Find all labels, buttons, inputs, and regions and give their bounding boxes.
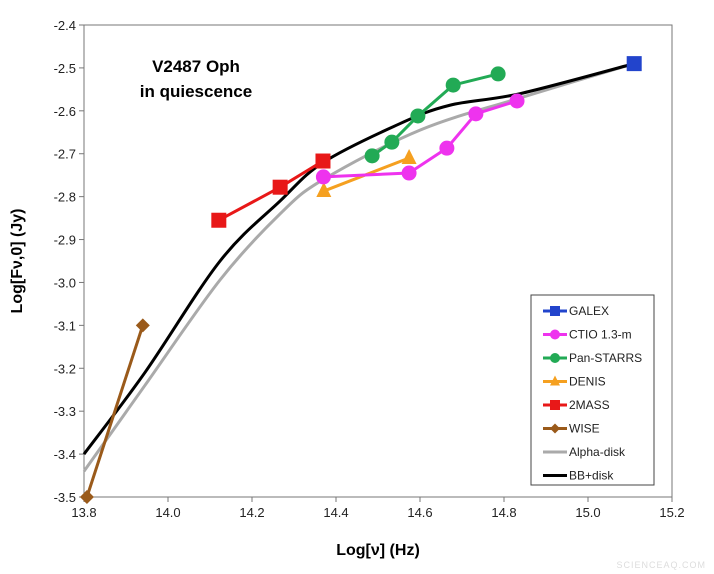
data-point [211,212,227,228]
data-point [384,134,400,150]
data-point [316,182,332,198]
legend-label: 2MASS [569,398,610,412]
legend-label: BB+disk [569,469,614,483]
x-tick-label: 15.0 [575,505,600,520]
y-axis-label: Log[Fν,0] (Jy) [9,209,26,314]
data-point [550,423,560,434]
y-tick-label: -3.3 [54,404,76,419]
watermark: SCIENCEAQ.COM [616,560,706,570]
y-tick-label: -3.4 [54,447,76,462]
legend-label: WISE [569,422,600,436]
data-point [135,318,150,333]
y-tick-label: -2.5 [54,61,76,76]
data-point [550,306,560,316]
data-point [272,179,288,195]
y-tick-label: -2.9 [54,233,76,248]
series-2mass [211,153,331,228]
legend-label: GALEX [569,304,609,318]
series-wise [79,318,150,504]
data-point [490,66,506,82]
series-galex [626,56,642,72]
data-point [445,77,461,93]
data-point [401,165,417,181]
y-tick-label: -2.7 [54,147,76,162]
y-tick-label: -3.5 [54,490,76,505]
data-point [79,490,94,504]
data-point [401,149,417,165]
data-point [410,108,426,124]
y-tick-label: -2.4 [54,18,76,33]
data-point [550,329,560,340]
x-tick-label: 13.8 [71,505,96,520]
data-point [439,140,455,156]
y-tick-label: -3.2 [54,361,76,376]
x-tick-label: 14.6 [407,505,432,520]
data-point [550,400,560,410]
x-tick-label: 14.8 [491,505,516,520]
chart-title-line: in quiescence [140,82,252,101]
data-point [315,169,331,185]
x-axis-label: Log[ν] (Hz) [336,542,420,559]
data-point [550,353,560,363]
legend-label: CTIO 1.3-m [569,328,632,342]
x-tick-label: 15.2 [659,505,684,520]
series-pan-starrs [364,66,506,164]
plot-frame [83,24,673,498]
data-point [626,56,642,72]
data-point [550,375,560,386]
y-tick-label: -2.6 [54,104,76,119]
y-tick-label: -3.0 [54,275,76,290]
y-tick-label: -3.1 [54,318,76,333]
legend-label: Pan-STARRS [569,351,642,365]
legend-label: DENIS [569,375,606,389]
data-point [468,106,484,122]
series-ctio-1-3-m [315,93,525,185]
series-line [85,324,145,498]
y-tick-label: -2.8 [54,190,76,205]
x-tick-label: 14.0 [155,505,180,520]
x-tick-label: 14.4 [323,505,348,520]
x-tick-label: 14.2 [239,505,264,520]
data-point [315,153,331,169]
legend-label: Alpha-disk [569,445,626,459]
data-point [509,93,525,109]
data-point [364,148,380,164]
chart-title-line: V2487 Oph [152,57,240,76]
